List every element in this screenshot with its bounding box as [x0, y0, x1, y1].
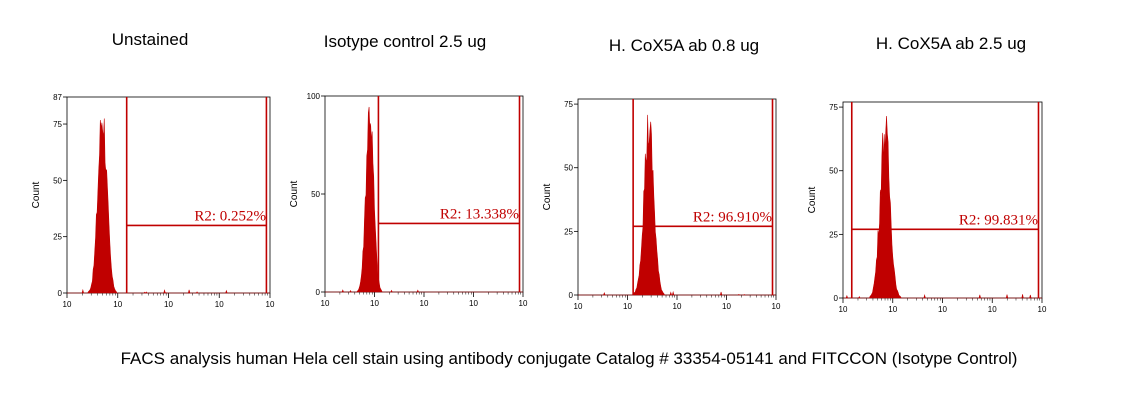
- y-tick-label: 0: [58, 289, 63, 298]
- x-tick-label: 10: [839, 305, 848, 314]
- x-tick-label: 10: [938, 305, 947, 314]
- x-tick-label: 10: [772, 302, 781, 311]
- y-tick-label: 50: [564, 164, 573, 173]
- y-tick-label: 100: [307, 92, 321, 101]
- histogram-panel: Isotype control 2.5 ug Count 0 50 100 10 10 10 1…: [289, 32, 528, 308]
- y-tick-label: 50: [311, 190, 320, 199]
- histogram-trace: [325, 106, 523, 293]
- panel-title: H. CoX5A ab 2.5 ug: [876, 34, 1026, 53]
- x-tick-label: 10: [988, 305, 997, 314]
- y-axis-label: Count: [31, 181, 42, 208]
- x-tick-label: 10: [164, 300, 173, 309]
- y-tick-label: 87: [53, 93, 62, 102]
- x-tick-label: 10: [722, 302, 731, 311]
- y-tick-label: 0: [316, 288, 321, 297]
- x-tick-label: 10: [63, 300, 72, 309]
- histogram-trace: [843, 115, 1042, 299]
- gate-label: R2: 99.831%: [959, 212, 1038, 228]
- histogram-panel: H. CoX5A ab 0.8 ug Count 0 25 50 75 10 10 10 10 10…: [542, 36, 781, 311]
- y-axis-label: Count: [542, 183, 553, 210]
- x-tick-label: 10: [113, 300, 122, 309]
- x-tick-label: 10: [266, 300, 275, 309]
- histogram-panel: H. CoX5A ab 2.5 ug Count 0 25 50 75 10 10 10 10 10…: [807, 34, 1047, 314]
- histogram-trace: [67, 118, 270, 294]
- y-tick-label: 25: [829, 230, 838, 239]
- histogram-trace: [578, 114, 776, 296]
- y-axis-label: Count: [289, 180, 300, 207]
- y-tick-label: 75: [829, 103, 838, 112]
- x-tick-label: 10: [519, 299, 528, 308]
- plot-frame: [842, 101, 1043, 299]
- figure-caption: FACS analysis human Hela cell stain usin…: [121, 349, 1018, 368]
- gate-label: R2: 13.338%: [440, 206, 519, 222]
- y-tick-label: 75: [564, 100, 573, 109]
- y-axis-label: Count: [807, 186, 818, 213]
- gate-label: R2: 96.910%: [693, 209, 772, 225]
- x-tick-label: 10: [1038, 305, 1047, 314]
- x-tick-label: 10: [888, 305, 897, 314]
- y-tick-label: 75: [53, 120, 62, 129]
- x-tick-label: 10: [420, 299, 429, 308]
- panel-title: Unstained: [112, 30, 189, 49]
- histogram-panel: Unstained Count 0 25 50 75 87 10 10 10 10 10 R2: 0.2…: [31, 30, 275, 309]
- y-tick-label: 50: [53, 176, 62, 185]
- x-tick-label: 10: [469, 299, 478, 308]
- y-tick-label: 0: [569, 291, 574, 300]
- x-tick-label: 10: [673, 302, 682, 311]
- gate-label: R2: 0.252%: [194, 208, 266, 224]
- y-tick-label: 50: [829, 167, 838, 176]
- y-tick-label: 25: [564, 227, 573, 236]
- y-tick-label: 25: [53, 233, 62, 242]
- panel-title: H. CoX5A ab 0.8 ug: [609, 36, 759, 55]
- plot-frame: [577, 98, 777, 296]
- x-tick-label: 10: [215, 300, 224, 309]
- y-tick-label: 0: [834, 294, 839, 303]
- panel-title: Isotype control 2.5 ug: [324, 32, 487, 51]
- x-tick-label: 10: [623, 302, 632, 311]
- x-tick-label: 10: [321, 299, 330, 308]
- panels: Unstained Count 0 25 50 75 87 10 10 10 10 10 R2: 0.2…: [31, 30, 1047, 314]
- x-tick-label: 10: [574, 302, 583, 311]
- plot-frame: [324, 95, 524, 293]
- x-tick-label: 10: [370, 299, 379, 308]
